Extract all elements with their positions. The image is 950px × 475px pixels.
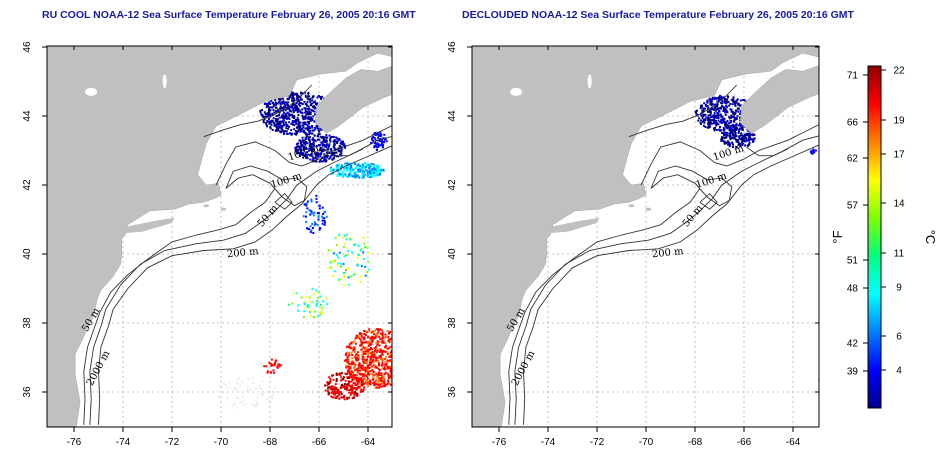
nova-scotia-coast: [740, 65, 819, 134]
celsius-tick-label: 11: [894, 249, 905, 260]
isobath-line: [321, 146, 364, 157]
lake: [85, 87, 98, 96]
lat-tick-label: 44: [22, 110, 33, 122]
isobath-line: [89, 135, 392, 425]
lon-tick-label: -70: [214, 437, 229, 448]
isobath-line: [215, 125, 392, 186]
north-america-coast: [47, 46, 392, 427]
fahrenheit-tick-label: 42: [847, 339, 859, 350]
lon-tick-label: -72: [165, 437, 180, 448]
isobath-line: [640, 124, 819, 186]
fahrenheit-unit-label: °F: [830, 230, 845, 243]
colorbar-ramp: [867, 65, 882, 409]
celsius-tick-label: 22: [893, 66, 905, 77]
island: [220, 207, 227, 211]
lat-tick-label: 36: [447, 386, 458, 398]
lat-tick-label: 40: [22, 248, 33, 260]
fahrenheit-tick-label: 71: [847, 71, 859, 82]
lon-tick-label: -76: [492, 437, 507, 448]
fahrenheit-tick-label: 62: [847, 154, 859, 165]
bathymetry-contours: [508, 84, 819, 425]
celsius-unit-label: °C: [923, 230, 938, 245]
isobath-line: [746, 146, 789, 157]
lat-tick-label: 38: [447, 317, 458, 329]
land-mass: [472, 46, 819, 427]
celsius-tick-label: 14: [893, 199, 905, 210]
lon-tick-label: -76: [67, 437, 82, 448]
isobath-line: [523, 144, 819, 425]
isobath-line: [650, 165, 733, 207]
lon-tick-label: -66: [312, 437, 327, 448]
lake: [510, 87, 523, 96]
temperature-colorbar: 71 66 62 57 51 48 42 39 22 19 17 14 11 9 6 4 °F °C: [830, 65, 938, 409]
lon-tick-label: -68: [263, 437, 278, 448]
lake: [162, 74, 167, 89]
island: [628, 204, 635, 208]
island: [203, 204, 210, 208]
fahrenheit-tick-label: 39: [847, 367, 859, 378]
celsius-tick-label: 9: [896, 283, 902, 294]
lon-tick-label: -70: [639, 437, 654, 448]
isobath-line: [83, 188, 276, 425]
celsius-tick-label: 17: [893, 150, 905, 161]
isobath-label: 200 m: [651, 246, 684, 260]
fahrenheit-tick-label: 57: [847, 201, 859, 212]
lat-tick-label: 46: [447, 41, 458, 53]
isobath-line: [98, 145, 392, 425]
map-frame: [46, 45, 393, 428]
lat-tick-label: 42: [22, 179, 33, 191]
celsius-tick-label: 4: [896, 366, 902, 377]
lon-tick-label: -66: [737, 437, 752, 448]
isobath-line: [514, 135, 819, 425]
isobath-line: [508, 188, 701, 425]
lon-tick-label: -72: [590, 437, 605, 448]
isobath-line: [225, 165, 308, 207]
long-island: [123, 217, 175, 234]
island: [645, 207, 652, 211]
lat-tick-label: 44: [447, 110, 458, 122]
fahrenheit-tick-label: 66: [847, 118, 859, 129]
right-map-title: DECLOUDED NOAA-12 Sea Surface Temperatur…: [462, 9, 854, 21]
fahrenheit-tick-label: 51: [847, 256, 859, 267]
celsius-tick-label: 19: [893, 116, 905, 127]
lat-tick-label: 46: [22, 41, 33, 53]
long-island: [548, 217, 600, 234]
lon-tick-label: -64: [361, 437, 376, 448]
fahrenheit-tick-label: 48: [847, 284, 859, 295]
lon-tick-label: -74: [541, 437, 556, 448]
celsius-tick-label: 6: [896, 332, 902, 343]
lon-tick-label: -64: [786, 437, 801, 448]
lon-tick-label: -68: [688, 437, 703, 448]
lon-tick-label: -74: [116, 437, 131, 448]
bathymetry-contours: [83, 84, 392, 425]
nova-scotia-coast: [315, 65, 392, 134]
left-map-title: RU COOL NOAA-12 Sea Surface Temperature …: [42, 9, 416, 21]
isobath-label: 200 m: [226, 246, 259, 260]
lat-tick-label: 40: [447, 248, 458, 260]
isobath-line: [699, 192, 718, 210]
lake: [587, 74, 592, 89]
lat-tick-label: 36: [22, 386, 33, 398]
isobath-line: [628, 84, 738, 138]
lat-tick-label: 42: [447, 179, 458, 191]
lat-tick-label: 38: [22, 317, 33, 329]
isobath-line: [203, 84, 313, 138]
isobath-line: [274, 192, 293, 210]
north-america-coast: [472, 46, 819, 427]
land-mass: [47, 46, 392, 427]
